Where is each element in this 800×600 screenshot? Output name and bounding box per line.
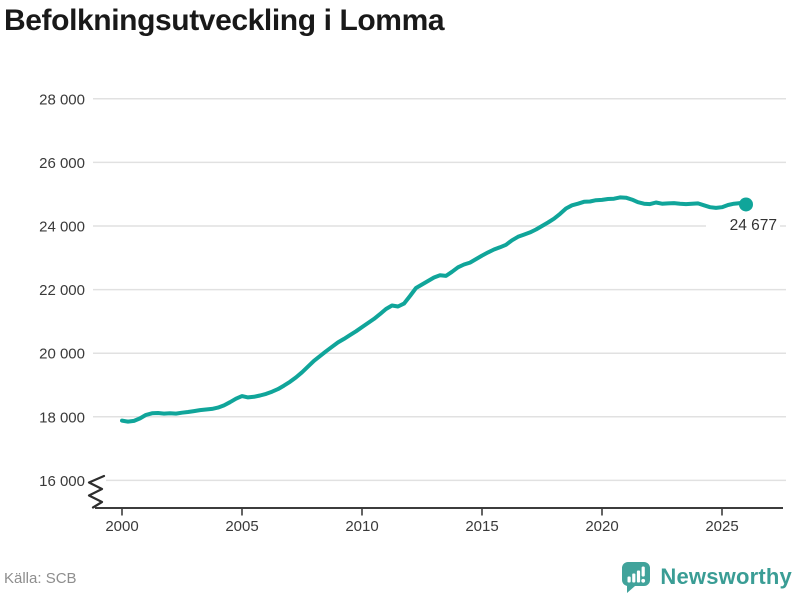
- x-tick-label: 2010: [345, 518, 378, 535]
- x-axis: 2000 2005 2010 2015 2020 2025: [95, 507, 783, 535]
- gridlines: [93, 98, 786, 482]
- y-tick-label: 22 000: [39, 282, 85, 299]
- x-tick-label: 2015: [465, 518, 498, 535]
- y-tick-label: 24 000: [39, 219, 85, 236]
- y-tick-label: 26 000: [39, 155, 85, 172]
- x-tick-label: 2025: [705, 518, 738, 535]
- y-tick-label: 18 000: [39, 409, 85, 426]
- end-point-marker: [739, 197, 753, 212]
- end-value-label-background: [706, 214, 780, 234]
- axis-break-icon: [87, 474, 106, 509]
- chart-footer: Källa: SCB Newsworthy: [0, 558, 800, 600]
- end-annotation: 24 677: [706, 214, 780, 234]
- newsworthy-chart-bubble-icon: [622, 562, 651, 593]
- y-tick-label: 28 000: [39, 91, 85, 108]
- population-line: [120, 195, 748, 424]
- x-tick-label: 2020: [585, 518, 618, 535]
- chart-title: Befolkningsutveckling i Lomma: [4, 4, 445, 37]
- source-label: Källa: SCB: [4, 570, 77, 587]
- end-value-label: 24 677: [730, 217, 777, 234]
- y-axis-labels: 16 000 18 000 20 000 22 000 24 000 26 000 28 0…: [39, 91, 85, 490]
- x-tick-label: 2000: [105, 518, 138, 535]
- population-line-chart: 16 000 18 000 20 000 22 000 24 000 26 000 28 0…: [39, 91, 786, 535]
- newsworthy-logo: Newsworthy: [620, 560, 792, 594]
- y-tick-label: 16 000: [39, 473, 85, 490]
- x-tick-label: 2005: [225, 518, 258, 535]
- series-line-group: [120, 195, 753, 424]
- axis-break-zigzag: [87, 474, 106, 509]
- newsworthy-wordmark: Newsworthy: [660, 564, 792, 589]
- y-tick-label: 20 000: [39, 346, 85, 363]
